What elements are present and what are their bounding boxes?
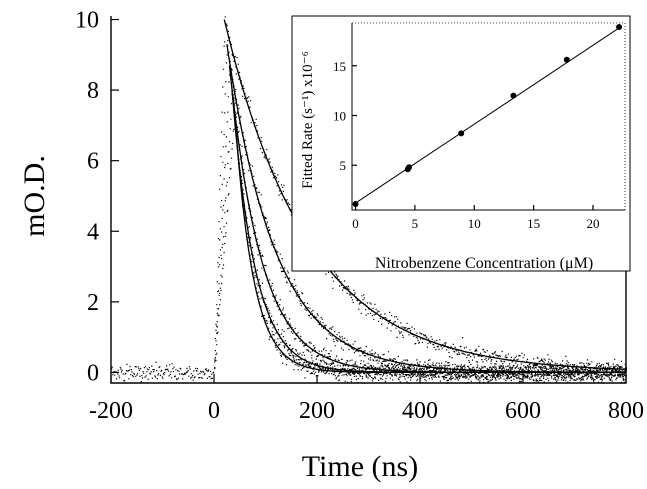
inset-y-axis-label: Fitted Rate (s⁻¹) x10⁻⁶ [300,51,316,189]
inset-x-tick-label: 15 [527,216,540,231]
inset-x-tick-label: 0 [352,216,359,231]
main-x-tick-label: -200 [89,398,133,424]
main-y-tick-label: 6 [87,149,99,175]
main-y-ticks: 0 2 4 6 8 10 [75,8,119,387]
inset-x-tick-label: 10 [468,216,481,231]
main-y-tick-label: 4 [87,219,99,245]
inset-data-point [406,164,412,170]
main-x-tick-label: 600 [505,398,541,424]
main-y-tick-label: 8 [87,78,99,104]
main-y-axis-label: mO.D. [18,155,51,237]
inset-data-point [564,57,570,63]
main-x-tick-label: 800 [608,398,644,424]
main-y-tick-label: 10 [75,8,99,34]
inset-x-axis-label: Nitrobenzene Concentration (μM) [375,255,593,272]
inset-data-point [616,24,622,30]
inset-y-tick-label: 10 [333,109,346,124]
main-x-tick-label: 0 [208,398,220,424]
inset-plot: 0 5 10 15 20 5 10 15 Nitrobenzene Concentratio… [292,16,630,272]
inset-data-point [458,130,464,136]
main-y-tick-label: 0 [87,360,99,386]
main-x-axis-label: Time (ns) [302,450,418,483]
inset-y-tick-label: 15 [333,59,346,74]
main-x-tick-label: 200 [299,398,335,424]
inset-x-tick-label: 20 [586,216,599,231]
inset-data-point [510,93,516,99]
inset-y-tick-label: 5 [340,158,347,173]
main-y-tick-label: 2 [87,290,99,316]
main-x-tick-label: 400 [402,398,438,424]
inset-x-tick-label: 5 [412,216,419,231]
